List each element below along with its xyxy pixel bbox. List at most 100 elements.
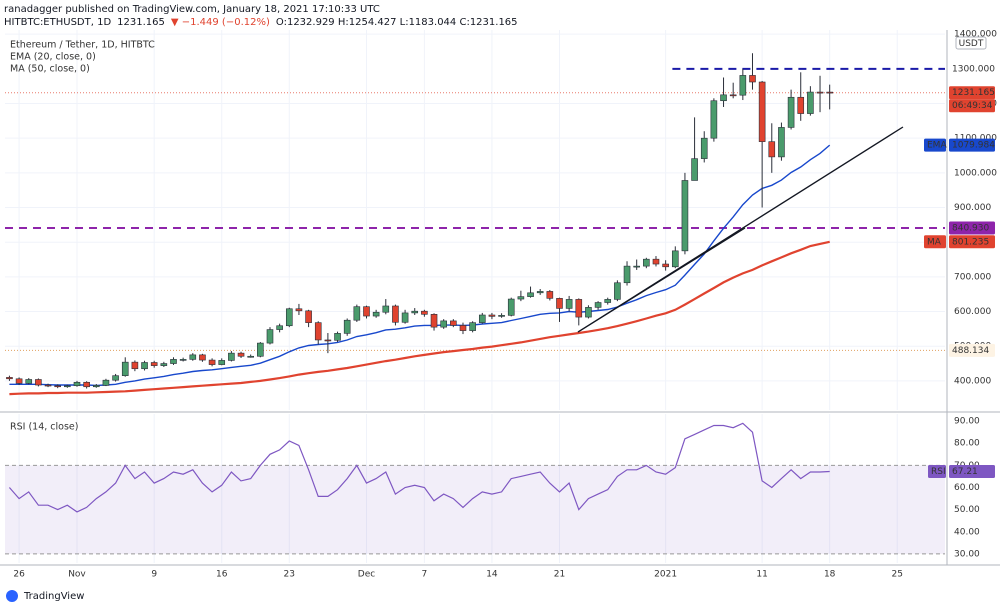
candle-body — [392, 305, 399, 323]
candle-body — [160, 363, 168, 366]
candle-body — [565, 299, 573, 309]
candle-body — [536, 291, 544, 294]
indicator-name-badge-bg — [924, 235, 946, 249]
candle-body — [671, 250, 679, 268]
candle-body — [575, 299, 583, 318]
x-tick-label: 9 — [151, 570, 157, 580]
indicator-value-badge: 801.235 — [952, 237, 989, 247]
countdown-label: 06:49:34 — [952, 101, 993, 111]
x-tick-label: 7 — [422, 570, 428, 580]
candle-body — [343, 319, 351, 334]
candle-body — [247, 355, 254, 358]
indicator-value-badge: 1079.984 — [952, 141, 995, 151]
level-label-bg — [949, 221, 995, 235]
x-tick-label: Nov — [68, 570, 86, 580]
candle-body — [285, 308, 293, 327]
x-tick-label: 11 — [756, 570, 767, 580]
footer-logo: TradingView — [6, 590, 84, 602]
candle-body — [807, 91, 814, 114]
candle-body — [112, 375, 119, 381]
candle-body — [276, 325, 283, 330]
x-tick-label: 23 — [284, 570, 295, 580]
candle-body — [430, 314, 438, 328]
candle-body — [633, 265, 640, 268]
candle-body — [546, 291, 554, 299]
candle-body — [604, 299, 612, 303]
candle-body — [488, 314, 496, 317]
candle-body — [131, 361, 139, 370]
candle-body — [662, 263, 669, 268]
candle-body — [92, 385, 100, 388]
last-price-label: 1231.165 — [952, 88, 995, 98]
candle-body — [83, 381, 90, 388]
change: ▼ −1.449 (−0.12%) — [171, 17, 270, 28]
x-tick-label: 14 — [486, 570, 498, 580]
legend-ema: EMA (20, close, 0) — [10, 52, 96, 63]
candle-body — [507, 298, 515, 316]
trend-line — [577, 227, 746, 333]
candle-body — [334, 333, 341, 341]
candle-body — [643, 258, 650, 267]
level-label: 840.930 — [952, 223, 989, 233]
candle-body — [35, 379, 42, 386]
y-tick-label: 900.000 — [954, 203, 991, 213]
x-tick-label: Dec — [358, 570, 375, 580]
indicator-name-badge: EMA — [927, 141, 947, 151]
x-tick-label: 26 — [13, 570, 25, 580]
level-label-bg — [949, 343, 995, 357]
candle-body — [768, 141, 776, 158]
candle-body — [324, 339, 332, 342]
y-tick-label: 50.00 — [954, 505, 980, 515]
y-tick-label: 1400.000 — [954, 30, 997, 40]
unit-box — [955, 36, 987, 50]
symbol-line: HITBTC:ETHUSDT, 1D 1231.165 ▼ −1.449 (−0.1… — [4, 17, 518, 28]
y-tick-label: 600.000 — [954, 307, 991, 317]
level-label: 1300.000 — [952, 64, 995, 74]
rsi-name-badge: RSI — [931, 467, 946, 477]
candle-body — [556, 298, 563, 309]
y-tick-label: 700.000 — [954, 272, 991, 282]
candle-body — [681, 180, 689, 252]
unit: USDT — [959, 39, 984, 49]
y-tick-label: 40.00 — [954, 527, 980, 537]
x-tick-label: 18 — [824, 570, 836, 580]
candle-body — [797, 96, 805, 114]
candle-body — [614, 282, 621, 300]
candle-body — [218, 360, 226, 365]
candle-body — [382, 305, 390, 313]
rsi-band — [5, 465, 945, 554]
candle-body — [720, 94, 727, 102]
candle-body — [749, 75, 756, 83]
indicator-value-badge-bg — [949, 138, 995, 152]
legend-title: Ethereum / Tether, 1D, HITBTC — [10, 40, 155, 51]
indicator-value-badge-bg — [949, 235, 995, 249]
candle-body — [652, 258, 660, 265]
candle-body — [199, 354, 206, 361]
indicator-name-badge: MA — [927, 237, 942, 247]
symbol: HITBTC:ETHUSDT, 1D — [4, 17, 111, 28]
candle-body — [527, 292, 534, 297]
candle-body — [816, 91, 824, 94]
y-tick-label: 90.00 — [954, 417, 980, 427]
candle-body — [228, 352, 235, 361]
last: 1231.165 — [117, 17, 165, 28]
candle-body — [440, 320, 447, 328]
candle-body — [237, 352, 245, 357]
candle-body — [585, 307, 592, 318]
candle-body — [102, 379, 110, 386]
legend-ma: MA (50, close, 0) — [10, 64, 90, 75]
last-price-label-bg — [949, 86, 995, 100]
rsi-value-badge: 67.21 — [952, 467, 978, 477]
candle-body — [459, 325, 467, 331]
candle-body — [729, 94, 737, 97]
candle-body — [691, 158, 698, 181]
x-tick-label: 25 — [892, 570, 903, 580]
candle-body — [73, 381, 81, 387]
candle-body — [54, 385, 61, 388]
candle-body — [826, 91, 833, 94]
y-tick-label: 30.00 — [954, 549, 980, 559]
candle-body — [257, 342, 264, 357]
candle-body — [594, 302, 602, 308]
